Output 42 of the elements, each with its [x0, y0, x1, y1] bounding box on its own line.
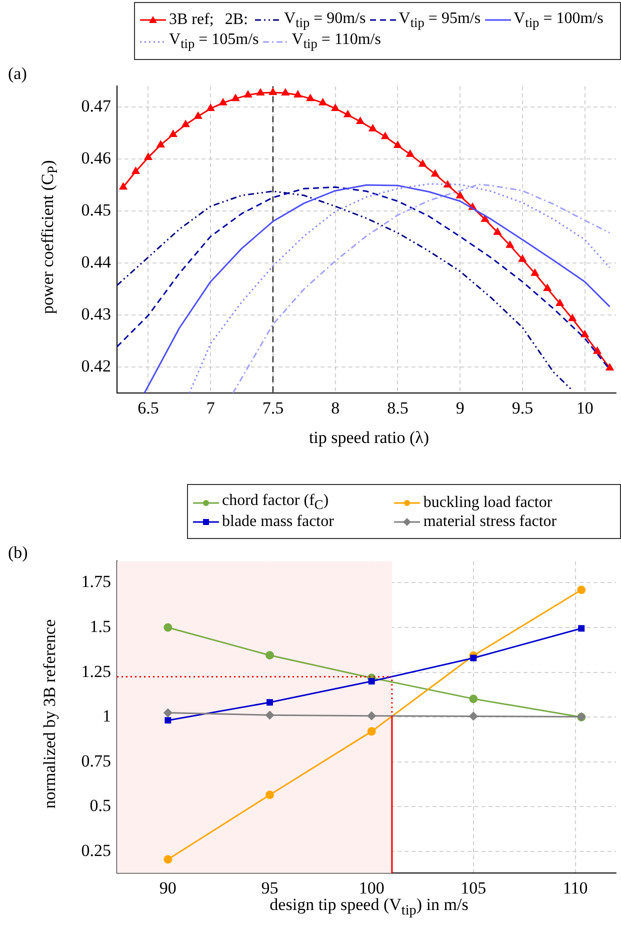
x-tick-label: 105 — [460, 878, 486, 898]
y-tick-label: 0.43 — [81, 304, 111, 324]
y-tick-label: 0.42 — [81, 356, 111, 376]
y-axis-title: normalized by 3B reference — [40, 619, 60, 809]
chart-title: (b) — [8, 543, 28, 563]
chart-title: (a) — [8, 64, 27, 84]
y-tick-label: 0.5 — [90, 796, 111, 816]
legend-label: material stress factor — [423, 513, 557, 532]
legend-label: V$_{tip}$ = 105m/s — [169, 31, 259, 52]
x-axis-title: design tip speed (V$_{tip}$) in m/s — [270, 895, 468, 918]
x-tick-label: 7.5 — [262, 398, 284, 418]
legend-title: 2B: — [224, 10, 248, 30]
x-tick-label: 95 — [261, 878, 278, 898]
x-tick-label: 100 — [358, 878, 384, 898]
legend-label: V$_{tip}$ = 100m/s — [514, 10, 604, 31]
legend-label: chord factor (f$_{C}$) — [222, 492, 329, 514]
legend-label: V$_{tip}$ = 95m/s — [398, 10, 481, 31]
y-tick-label: 0.46 — [81, 148, 111, 168]
y-tick-label: 0.25 — [81, 840, 111, 860]
y-tick-label: 1.75 — [81, 572, 111, 592]
y-tick-label: 0.75 — [81, 751, 111, 770]
y-tick-label: 1.5 — [90, 616, 111, 636]
y-tick-label: 0.47 — [81, 96, 112, 116]
x-tick-label: 110 — [562, 878, 588, 898]
x-tick-label: 7 — [206, 398, 216, 418]
x-tick-label: 9.5 — [512, 398, 534, 418]
x-tick-label: 90 — [159, 878, 176, 898]
y-tick-label: 1.25 — [81, 662, 111, 681]
legend-label: 3B ref; — [169, 11, 214, 30]
y-tick-label: 1 — [102, 706, 111, 726]
legend-label: buckling load factor — [423, 494, 552, 512]
x-tick-label: 6.5 — [138, 398, 159, 418]
x-tick-label: 9 — [456, 398, 464, 418]
y-tick-label: 0.44 — [81, 252, 112, 272]
x-tick-label: 8.5 — [387, 398, 408, 418]
x-tick-label: 10 — [576, 398, 594, 418]
x-tick-label: 8 — [331, 398, 340, 418]
x-axis-title: tip speed ratio (λ) — [308, 428, 430, 448]
legend-label: V$_{tip}$ = 90m/s — [284, 10, 366, 31]
legend-label: V$_{tip}$ = 110m/s — [292, 31, 381, 52]
legend-label: blade mass factor — [222, 513, 334, 532]
y-tick-label: 0.45 — [81, 200, 111, 220]
